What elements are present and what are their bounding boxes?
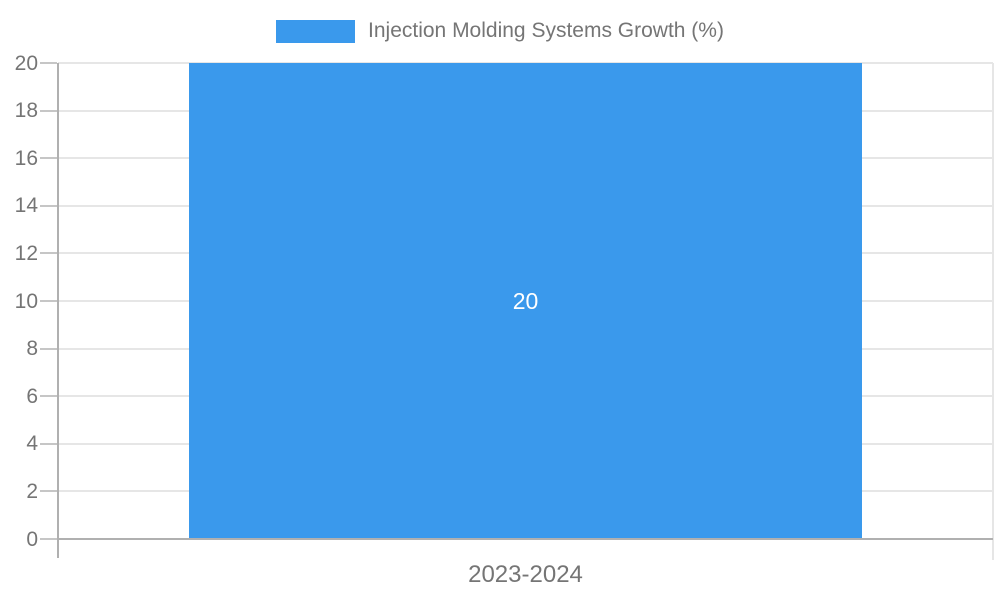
right-boundary-line	[992, 63, 994, 560]
y-axis-tick-label: 4	[26, 432, 38, 456]
legend-label: Injection Molding Systems Growth (%)	[368, 19, 724, 42]
legend-swatch	[276, 19, 356, 43]
y-axis-tick	[40, 395, 57, 398]
y-axis-tick	[40, 490, 57, 493]
y-axis-tick	[40, 442, 57, 445]
y-axis-tick-label: 10	[14, 289, 38, 313]
legend[interactable]: Injection Molding Systems Growth (%)	[0, 14, 1000, 48]
y-axis-tick-label: 18	[14, 99, 38, 123]
y-axis-tick-label: 16	[14, 146, 38, 170]
y-axis-line	[57, 63, 59, 558]
bar[interactable]	[188, 63, 863, 539]
x-axis-line	[58, 538, 993, 540]
x-axis-category-label: 2023-2024	[468, 561, 583, 588]
y-axis-tick	[40, 109, 57, 112]
y-axis-tick	[40, 538, 57, 540]
y-axis-tick	[40, 300, 57, 302]
y-axis-tick-label: 2	[26, 479, 38, 503]
y-axis-tick-label: 0	[26, 527, 38, 551]
y-axis-tick-label: 6	[26, 384, 38, 408]
y-axis-tick-label: 20	[14, 51, 38, 75]
y-axis-tick	[40, 252, 57, 255]
y-axis-tick	[40, 157, 57, 160]
y-axis-tick	[40, 62, 57, 64]
y-axis-tick	[40, 204, 57, 207]
y-axis-tick-label: 12	[14, 241, 38, 265]
y-axis-tick-label: 8	[26, 337, 38, 361]
y-axis-tick-label: 14	[14, 194, 38, 218]
y-axis-tick	[40, 347, 57, 350]
